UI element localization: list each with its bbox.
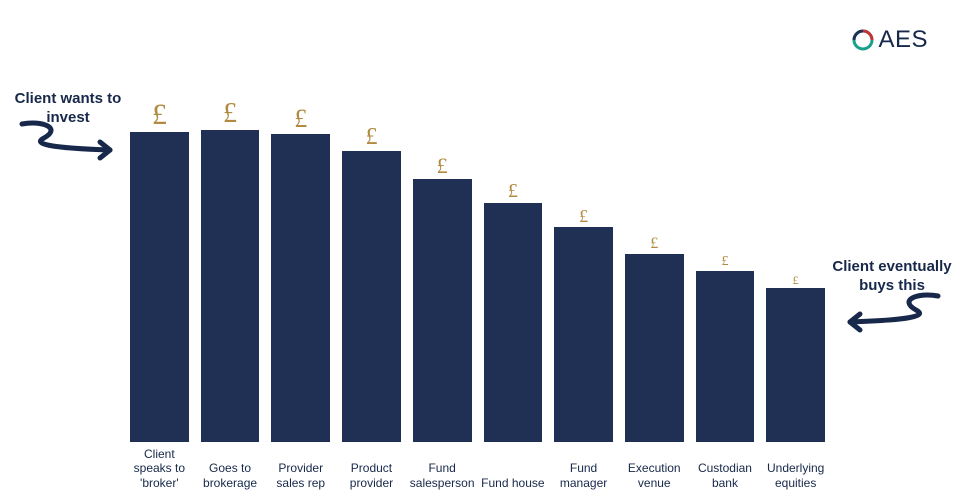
- bar-cell-9: £Underlying equities: [766, 100, 825, 442]
- aes-logo-text: AES: [878, 26, 928, 54]
- bar-3: [342, 151, 401, 442]
- pound-icon: £: [437, 155, 448, 177]
- bar-cell-7: £Execution venue: [625, 100, 684, 442]
- bar-cell-3: £Product provider: [342, 100, 401, 442]
- bar-label-0: Client speaks to 'broker': [124, 447, 194, 490]
- bar-9: [766, 288, 825, 442]
- pound-icon: £: [294, 106, 307, 132]
- bar-cell-5: £Fund house: [484, 100, 543, 442]
- bar-5: [484, 203, 543, 442]
- pound-icon: £: [650, 236, 658, 252]
- bar-6: [554, 227, 613, 442]
- bar-8: [696, 271, 755, 442]
- bar-label-8: Custodian bank: [690, 461, 760, 490]
- bar-label-6: Fund manager: [549, 461, 619, 490]
- pound-icon: £: [152, 100, 167, 130]
- callout-right-line1: Client eventually: [832, 258, 951, 275]
- bar-cell-4: £Fund salesperson: [413, 100, 472, 442]
- aes-logo-icon: [852, 29, 874, 51]
- bar-label-1: Goes to brokerage: [195, 461, 265, 490]
- pound-icon: £: [365, 125, 377, 149]
- bar-label-2: Provider sales rep: [266, 461, 336, 490]
- bar-cell-8: £Custodian bank: [696, 100, 755, 442]
- bar-2: [271, 134, 330, 442]
- bar-4: [413, 179, 472, 442]
- arrow-right-icon: [836, 290, 946, 340]
- pound-icon: £: [579, 207, 588, 225]
- pound-icon: £: [223, 100, 237, 128]
- bar-cell-1: £Goes to brokerage: [201, 100, 260, 442]
- bar-cell-0: £Client speaks to 'broker': [130, 100, 189, 442]
- value-chain-bar-chart: £Client speaks to 'broker'£Goes to broke…: [130, 100, 825, 442]
- bar-0: [130, 132, 189, 442]
- pound-icon: £: [793, 274, 799, 286]
- bar-cell-6: £Fund manager: [554, 100, 613, 442]
- pound-icon: £: [508, 181, 518, 201]
- bar-7: [625, 254, 684, 442]
- pound-icon: £: [721, 255, 728, 269]
- aes-logo: AES: [852, 26, 928, 54]
- bar-1: [201, 130, 260, 442]
- bar-label-7: Execution venue: [619, 461, 689, 490]
- arrow-left-icon: [14, 118, 124, 168]
- bar-label-4: Fund salesperson: [407, 461, 477, 490]
- bar-label-9: Underlying equities: [761, 461, 831, 490]
- bar-label-5: Fund house: [478, 476, 548, 490]
- infographic-canvas: AES Client wants to invest Client eventu…: [0, 0, 960, 502]
- bar-label-3: Product provider: [336, 461, 406, 490]
- bar-cell-2: £Provider sales rep: [271, 100, 330, 442]
- callout-left-line1: Client wants to: [15, 90, 122, 107]
